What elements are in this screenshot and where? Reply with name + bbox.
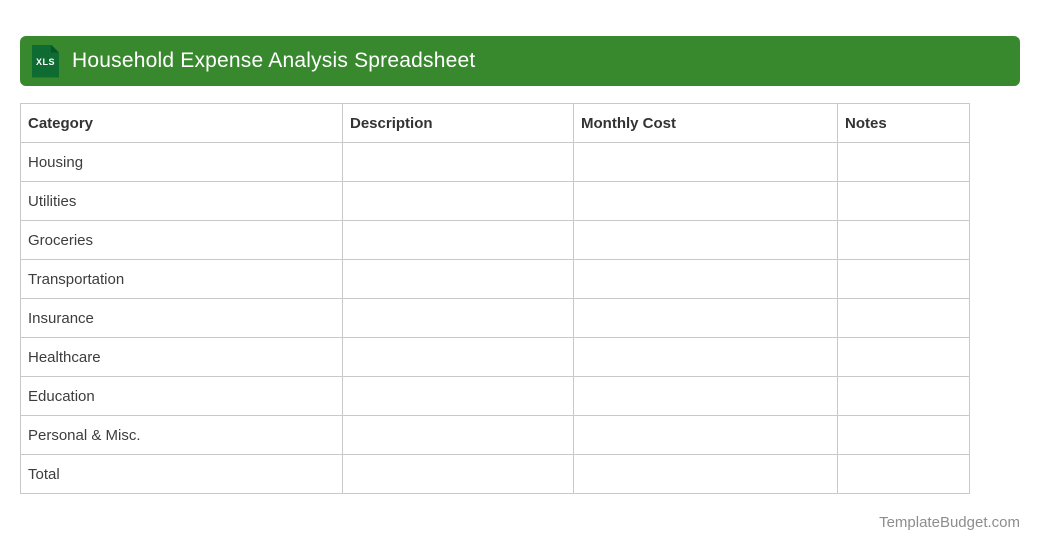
cell-category: Insurance [20,298,343,338]
cell-category: Total [20,454,343,494]
column-header-category: Category [20,103,343,143]
cell-notes [837,298,970,338]
cell-monthly-cost [573,142,838,182]
cell-notes [837,337,970,377]
cell-description [342,259,574,299]
table-row: Insurance [20,298,970,338]
cell-category: Transportation [20,259,343,299]
cell-description [342,376,574,416]
cell-notes [837,454,970,494]
cell-monthly-cost [573,298,838,338]
cell-monthly-cost [573,259,838,299]
xls-icon-label: XLS [35,57,55,67]
table-row: Utilities [20,181,970,221]
cell-notes [837,259,970,299]
footer-site-link[interactable]: TemplateBudget.com [879,514,1020,531]
cell-category: Utilities [20,181,343,221]
cell-category: Personal & Misc. [20,415,343,455]
cell-monthly-cost [573,376,838,416]
cell-description [342,415,574,455]
cell-notes [837,142,970,182]
cell-description [342,181,574,221]
cell-description [342,454,574,494]
column-header-description: Description [342,103,574,143]
xls-file-icon: XLS [32,44,59,78]
cell-monthly-cost [573,181,838,221]
template-banner: XLS Household Expense Analysis Spreadshe… [20,36,1020,86]
table-row: Healthcare [20,337,970,377]
footer: TemplateBudget.com [879,514,1020,532]
cell-description [342,298,574,338]
cell-category: Healthcare [20,337,343,377]
cell-description [342,337,574,377]
cell-monthly-cost [573,415,838,455]
cell-description [342,220,574,260]
table-row: Total [20,454,970,494]
expense-table: Category Description Monthly Cost Notes … [20,103,970,494]
cell-description [342,142,574,182]
table-row: Groceries [20,220,970,260]
cell-category: Housing [20,142,343,182]
header-row: Category Description Monthly Cost Notes [20,103,970,143]
cell-notes [837,181,970,221]
cell-category: Education [20,376,343,416]
column-header-monthly-cost: Monthly Cost [573,103,838,143]
table-row: Transportation [20,259,970,299]
cell-notes [837,376,970,416]
cell-monthly-cost [573,337,838,377]
page-title: Household Expense Analysis Spreadsheet [72,49,476,72]
cell-notes [837,415,970,455]
table-row: Personal & Misc. [20,415,970,455]
column-header-notes: Notes [837,103,970,143]
cell-monthly-cost [573,454,838,494]
table-row: Housing [20,142,970,182]
cell-monthly-cost [573,220,838,260]
cell-category: Groceries [20,220,343,260]
table-row: Education [20,376,970,416]
cell-notes [837,220,970,260]
